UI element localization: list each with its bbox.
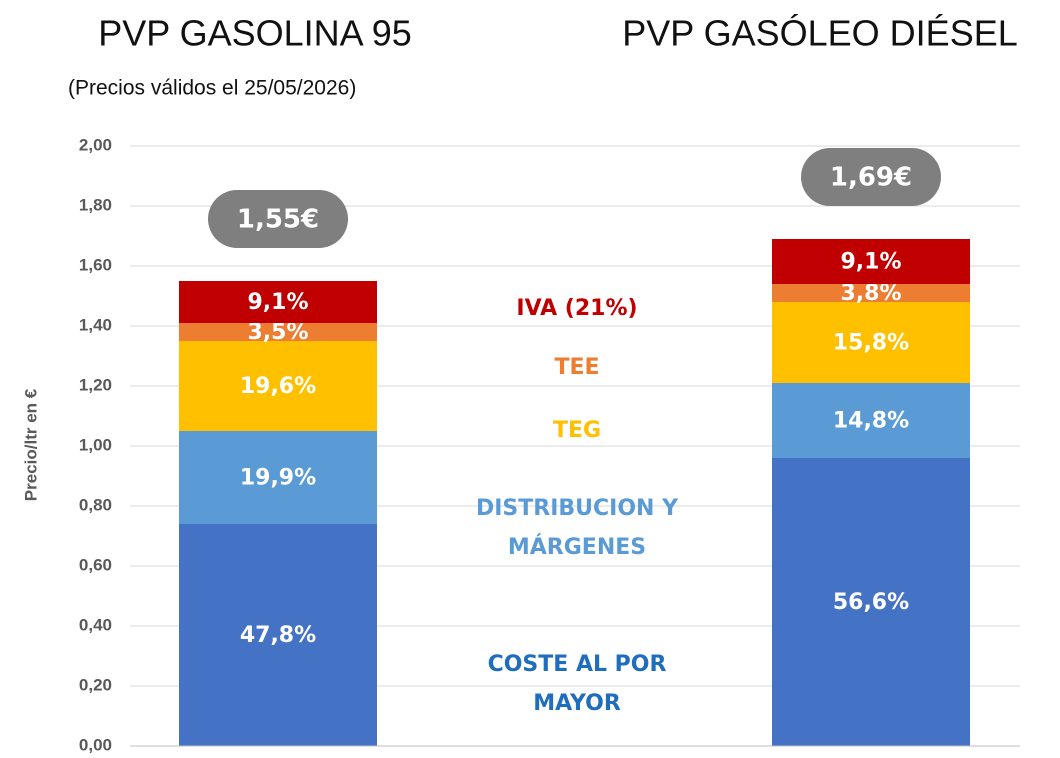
segment-label: 47,8% <box>240 623 316 648</box>
bar-segment <box>772 458 970 746</box>
bar-segment <box>772 302 970 383</box>
total-pill <box>801 148 941 206</box>
chart-subtitle: (Precios válidos el 25/05/2026) <box>68 77 356 100</box>
legend-label: TEG <box>552 418 602 443</box>
segment-label: 56,6% <box>833 590 909 615</box>
total-pill <box>208 190 348 248</box>
legend-label: COSTE AL POR MAYOR <box>487 652 667 716</box>
y-tick-label: 0,60 <box>79 555 112 574</box>
total-label: 1,69€ <box>830 163 912 193</box>
y-tick-label: 1,40 <box>79 315 112 334</box>
y-tick-label: 1,20 <box>79 375 112 394</box>
segment-label: 19,9% <box>240 466 316 491</box>
y-tick-label: 1,60 <box>79 255 112 274</box>
bar-segment <box>772 284 970 302</box>
chart-title: PVP GASÓLEO DIÉSEL <box>622 13 1018 54</box>
segment-label: 14,8% <box>833 409 909 434</box>
y-tick-label: 1,80 <box>79 195 112 214</box>
total-label: 1,55€ <box>237 205 319 235</box>
chart-title: PVP GASOLINA 95 <box>98 13 412 54</box>
legend-label: TEE <box>554 355 600 380</box>
y-tick-label: 0,20 <box>79 675 112 694</box>
y-axis-label: Precio/ltr en € <box>21 388 40 501</box>
bar-segment <box>179 281 377 323</box>
segment-label: 15,8% <box>833 331 909 356</box>
bar-segment <box>179 431 377 524</box>
segment-label: 3,5% <box>247 320 308 345</box>
y-tick-label: 0,40 <box>79 615 112 634</box>
segment-label: 19,6% <box>240 374 316 399</box>
y-tick-label: 2,00 <box>79 135 112 154</box>
legend-label: IVA (21%) <box>516 296 638 321</box>
y-tick-label: 0,80 <box>79 495 112 514</box>
bar-segment <box>179 323 377 341</box>
segment-label: 9,1% <box>247 290 308 315</box>
y-tick-label: 1,00 <box>79 435 112 454</box>
segment-label: 3,8% <box>840 281 901 306</box>
legend-label: DISTRIBUCION Y MÁRGENES <box>475 496 679 560</box>
bar-segment <box>179 524 377 746</box>
bar-segment <box>179 341 377 431</box>
bar-segment <box>772 239 970 284</box>
y-tick-label: 0,00 <box>79 735 112 754</box>
segment-label: 9,1% <box>840 250 901 275</box>
bar-segment <box>772 383 970 458</box>
